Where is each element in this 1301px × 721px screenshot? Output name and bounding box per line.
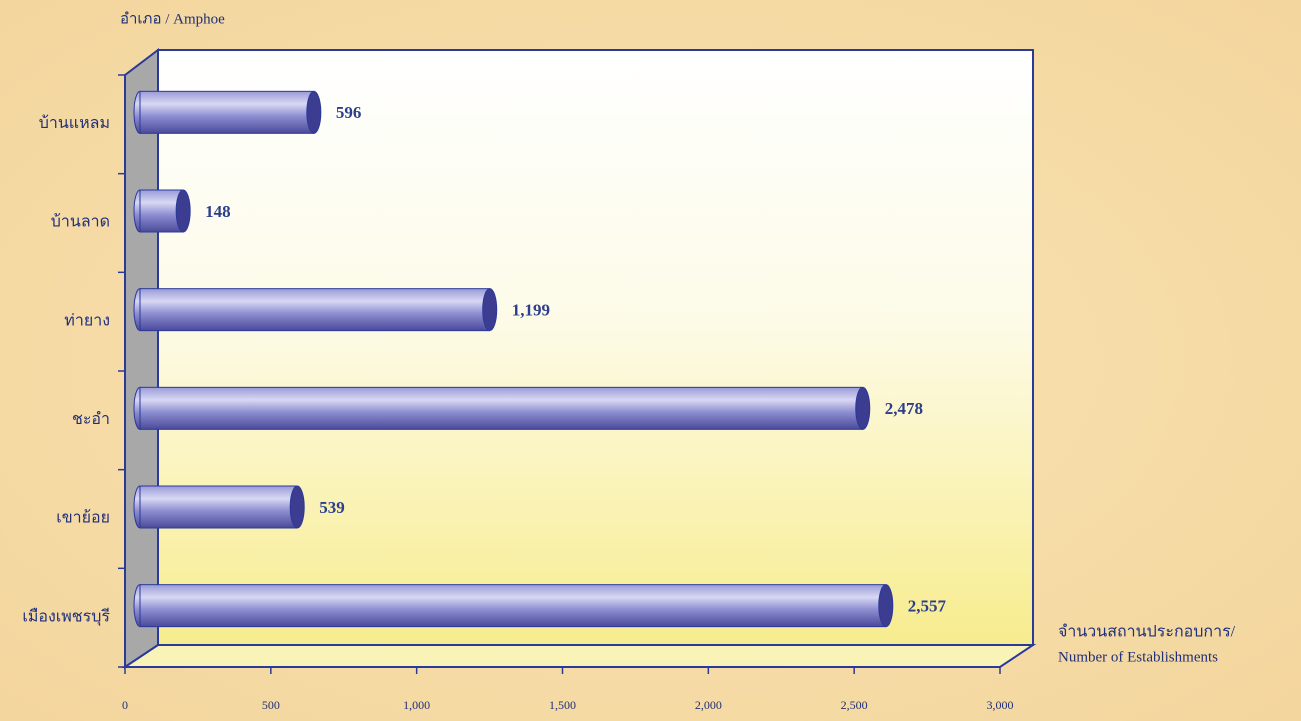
x-axis-label: Number of Establishments (1058, 649, 1218, 665)
y-tick-label: ท่ายาง (64, 312, 110, 329)
bar-cap (306, 90, 322, 134)
x-tick-label: 1,500 (549, 698, 576, 712)
y-tick-label: เขาย้อย (56, 509, 110, 527)
x-tick-label: 0 (122, 698, 128, 712)
bar-cap (289, 485, 305, 529)
bar-cap (175, 189, 191, 233)
bar (139, 90, 315, 134)
value-label: 596 (336, 103, 362, 122)
x-tick-label: 500 (262, 698, 280, 712)
bar-cap (878, 584, 894, 628)
value-label: 2,478 (885, 399, 923, 418)
y-tick-label: บ้านลาด (51, 213, 110, 231)
value-label: 2,557 (908, 597, 947, 616)
value-label: 1,199 (512, 301, 550, 320)
y-tick-label: บ้านแหลม (39, 114, 110, 132)
x-tick-label: 2,500 (841, 698, 868, 712)
x-tick-label: 3,000 (987, 698, 1014, 712)
bar (139, 386, 864, 430)
bar (139, 485, 298, 529)
value-label: 539 (319, 498, 345, 517)
bar (139, 288, 491, 332)
x-tick-label: 2,000 (695, 698, 722, 712)
y-axis-label: อำเภอ / Amphoe (120, 10, 225, 27)
value-label: 148 (205, 202, 231, 221)
bar (139, 584, 887, 628)
x-tick-label: 1,000 (403, 698, 430, 712)
back-wall (157, 49, 1034, 646)
y-tick-label: เมืองเพชรบุรี (22, 607, 110, 626)
side-wall (124, 47, 159, 669)
bar-cap (855, 386, 871, 430)
bar-cap (482, 288, 498, 332)
y-tick-label: ชะอำ (72, 411, 110, 428)
floor (121, 644, 1037, 668)
x-axis-label: จำนวนสถานประกอบการ/ (1058, 624, 1236, 641)
